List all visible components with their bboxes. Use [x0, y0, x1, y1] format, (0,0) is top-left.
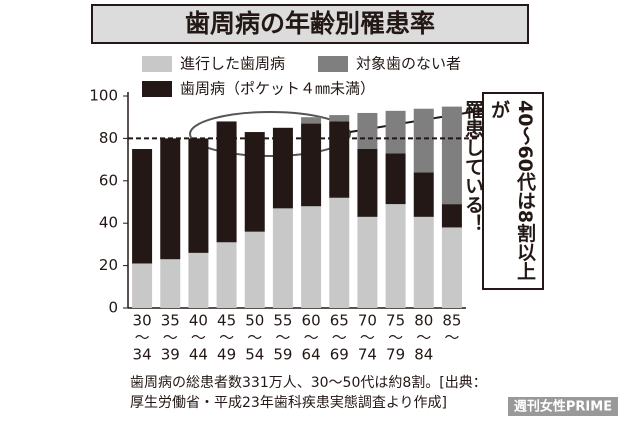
x-tick-label: 〜 [219, 329, 234, 347]
bar-segment [357, 216, 378, 308]
x-tick-label: 39 [161, 346, 180, 364]
bar-segment [441, 106, 462, 205]
x-tick-label: 〜 [275, 329, 290, 347]
x-tick-label: 74 [358, 346, 377, 364]
x-tick-label: 〜 [444, 329, 459, 347]
footnote: 厚生労働省・平成23年歯科疾患実態調査より作成] [130, 395, 447, 411]
x-tick-label: 〜 [388, 329, 403, 347]
bar-segment [385, 204, 406, 308]
bar-segment [441, 227, 462, 308]
chart-title: 歯周病の年齢別罹患率 [185, 9, 435, 38]
x-tick-label: 65 [330, 312, 349, 330]
callout-line: 罹患している！ [462, 100, 484, 233]
highlight-ellipse [189, 111, 351, 157]
bar-segment [385, 110, 406, 154]
x-tick-label: 30 [133, 312, 152, 330]
x-tick-label: 55 [273, 312, 292, 330]
x-tick-label: 〜 [247, 329, 262, 347]
bar-segment [272, 127, 293, 209]
x-tick-label: 〜 [163, 329, 178, 347]
bar-segment [413, 108, 434, 173]
legend-label: 進行した歯周病 [180, 55, 285, 73]
x-tick-label: 〜 [416, 329, 431, 347]
legend-swatch [142, 56, 172, 72]
x-tick-label: 44 [189, 346, 208, 364]
bar-segment [244, 231, 265, 308]
x-tick-label: 〜 [360, 329, 375, 347]
watermark-bg [508, 397, 618, 416]
legend-swatch [318, 56, 348, 72]
x-tick-label: 59 [273, 346, 292, 364]
x-tick-label: 〜 [135, 329, 150, 347]
x-tick-label: 75 [386, 312, 405, 330]
bar-segment [329, 121, 350, 198]
x-tick-label: 79 [386, 346, 405, 364]
title-box [91, 4, 529, 44]
legend-label: 対象歯のない者 [356, 55, 461, 73]
y-tick-label: 0 [108, 299, 118, 317]
x-tick-label: 45 [217, 312, 236, 330]
x-tick-label: 69 [330, 346, 349, 364]
bar-segment [357, 149, 378, 217]
footnote: 歯周病の総患者数331万人、30～50代は約8割。[出典： [130, 374, 487, 391]
y-tick-label: 60 [99, 171, 118, 189]
x-tick-label: 35 [161, 312, 180, 330]
x-tick-label: 64 [302, 346, 321, 364]
y-tick-label: 20 [99, 256, 118, 274]
legend-label: 歯周病（ポケット４㎜未満） [180, 80, 375, 98]
bar-segment [188, 252, 209, 308]
bar-segment [188, 138, 209, 253]
x-tick-label: 84 [414, 346, 433, 364]
x-tick-label: 40 [189, 312, 208, 330]
bar-segment [301, 117, 322, 124]
callout: 40～60代は8割以上が 罹患している！ [462, 92, 544, 290]
x-tick-label: 49 [217, 346, 236, 364]
bar-segment [272, 208, 293, 308]
bar-segment [244, 132, 265, 232]
x-tick-label: 80 [414, 312, 433, 330]
x-tick-label: 60 [302, 312, 321, 330]
bar-segment [301, 123, 322, 207]
x-tick-label: 70 [358, 312, 377, 330]
bar-segment [132, 263, 153, 308]
bar-segment [357, 112, 378, 149]
x-tick-label: 50 [245, 312, 264, 330]
bar-segment [160, 138, 181, 260]
bar-segment [329, 115, 350, 122]
bar-segment [329, 197, 350, 308]
bar-segment [216, 242, 237, 308]
x-tick-label: 34 [133, 346, 152, 364]
x-tick-label: 85 [442, 312, 461, 330]
y-tick-label: 40 [99, 214, 118, 232]
x-tick-label: 〜 [304, 329, 319, 347]
y-tick-label: 80 [99, 129, 118, 147]
callout-line: 40～60代は8割以上が [488, 100, 536, 281]
watermark: 週刊女性PRIME [514, 399, 612, 415]
bar-segment [413, 172, 434, 217]
y-tick-label: 100 [89, 87, 118, 105]
x-tick-label: 〜 [332, 329, 347, 347]
bar-segment [132, 149, 153, 264]
x-tick-label: 54 [245, 346, 264, 364]
bar-segment [301, 206, 322, 308]
bar-segment [216, 121, 237, 243]
bar-segment [413, 216, 434, 308]
bar-segment [441, 204, 462, 228]
x-tick-label: 〜 [191, 329, 206, 347]
bar-segment [160, 259, 181, 308]
bar-segment [385, 153, 406, 205]
legend-swatch [142, 81, 172, 97]
